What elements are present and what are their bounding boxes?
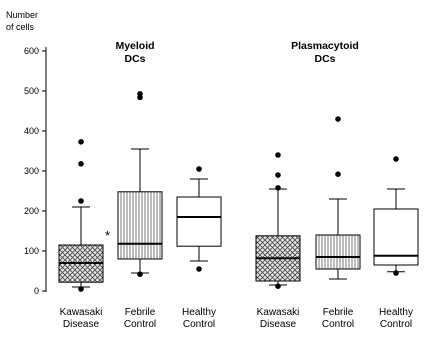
y-tick-label-300: 300 — [24, 166, 39, 176]
box-5-outlier-2 — [335, 116, 341, 122]
box-2-outlier-1 — [137, 271, 143, 278]
category-label-4: Kawasaki Disease — [246, 307, 310, 331]
y-axis-label-line-1: Number — [6, 10, 39, 20]
box-3 — [176, 166, 222, 272]
y-tick-label-100: 100 — [24, 246, 39, 256]
box-4-outlier-3 — [275, 172, 281, 178]
box-1-outlier-2 — [78, 198, 84, 204]
box-5-outlier-1 — [335, 171, 341, 177]
y-tick-label-500: 500 — [24, 86, 39, 96]
box-1-outlier-3 — [78, 161, 84, 167]
box-1: * — [58, 139, 110, 292]
category-label-2-line-2: Control — [123, 319, 157, 330]
box-4-outlier-1 — [275, 283, 281, 290]
box-5-iqr — [315, 234, 361, 270]
box-6-outlier-2 — [393, 156, 399, 162]
box-3-iqr — [176, 196, 222, 247]
category-label-4-line-1: Kawasaki — [256, 307, 300, 318]
category-label-6-line-2: Control — [379, 319, 413, 330]
category-label-4-line-2: Disease — [259, 319, 297, 330]
y-tick-label-0: 0 — [34, 286, 39, 296]
group-title-plasmacytoid: Plasmacytoid DCs — [270, 40, 380, 66]
y-tick-label-200: 200 — [24, 206, 39, 216]
category-label-3-line-2: Control — [182, 319, 216, 330]
box-5 — [315, 116, 361, 280]
box-3-outlier-2 — [196, 166, 202, 172]
category-label-1-line-2: Disease — [62, 319, 100, 330]
category-label-1-line-1: Kawasaki — [59, 307, 103, 318]
box-2-iqr — [117, 191, 163, 260]
y-tick-label-600: 600 — [24, 46, 39, 56]
category-label-5-line-2: Control — [321, 319, 355, 330]
box-6-outlier-1 — [393, 270, 399, 276]
category-label-5: Febrile Control — [306, 307, 370, 331]
category-label-2-line-1: Febrile — [124, 307, 156, 318]
y-axis-label-line-2: of cells — [6, 22, 35, 32]
category-label-3-line-1: Healthy — [182, 307, 216, 318]
category-label-5-line-1: Febrile — [322, 307, 354, 318]
box-1-outlier-1 — [78, 286, 84, 292]
y-tick-label-400: 400 — [24, 126, 39, 136]
box-4 — [255, 152, 301, 290]
box-2 — [117, 91, 163, 278]
group-title-myeloid: Myeloid DCs — [85, 40, 185, 66]
box-3-outlier-1 — [196, 266, 202, 272]
category-label-2: Febrile Control — [108, 307, 172, 331]
category-label-3: Healthy Control — [167, 307, 231, 331]
box-2-outlier-3 — [137, 91, 143, 97]
group-title-myeloid-line-2: DCs — [124, 53, 146, 65]
box-4-outlier-4 — [275, 152, 281, 158]
group-title-myeloid-line-1: Myeloid — [115, 40, 155, 52]
category-label-6-line-1: Healthy — [379, 307, 413, 318]
box-4-outlier-2 — [275, 185, 281, 191]
box-1-annotation: * — [105, 228, 110, 243]
category-label-6: Healthy Control — [364, 307, 428, 331]
box-6 — [373, 156, 419, 276]
group-title-plasmacytoid-line-2: DCs — [314, 53, 336, 65]
group-title-plasmacytoid-line-1: Plasmacytoid — [291, 40, 359, 52]
category-label-1: Kawasaki Disease — [49, 307, 113, 331]
box-1-outlier-4 — [78, 139, 84, 145]
